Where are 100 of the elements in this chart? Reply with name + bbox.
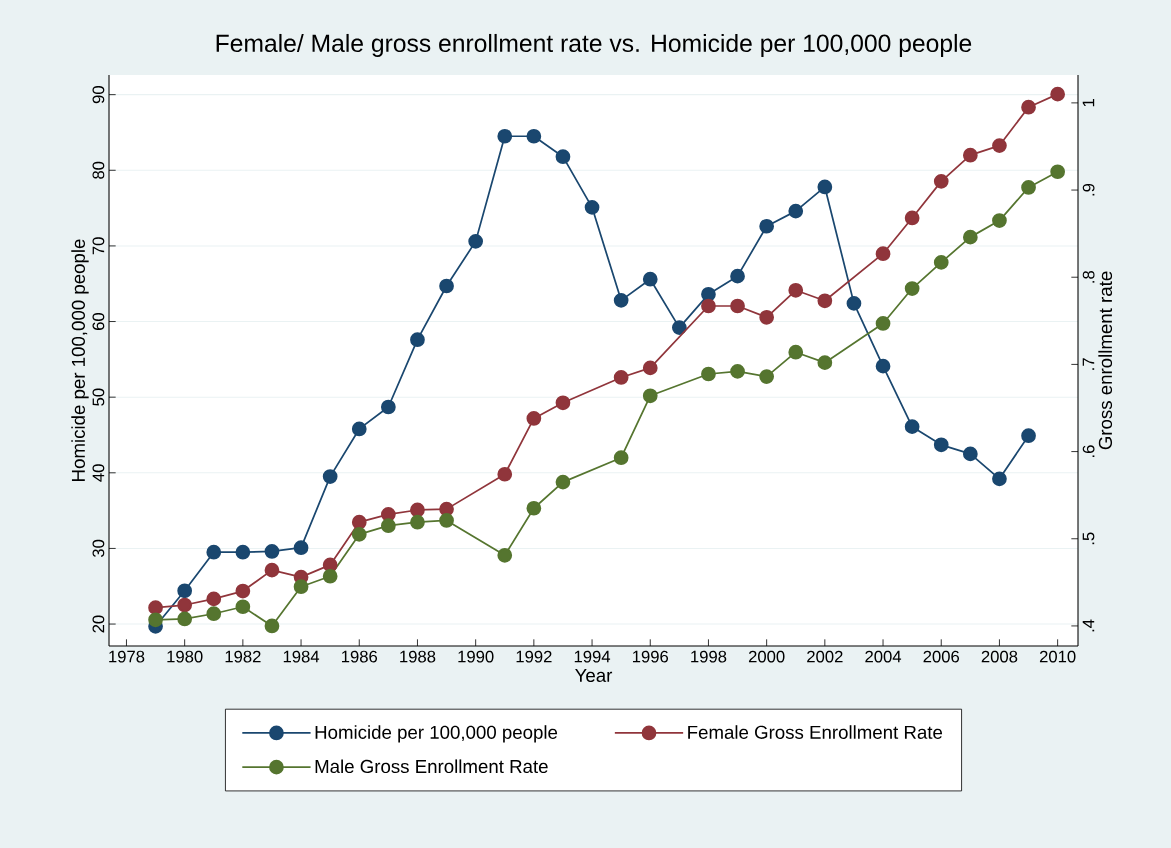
point bbox=[992, 213, 1007, 228]
y2-tick-label: .6 bbox=[1082, 445, 1095, 457]
x-tick-label: 1990 bbox=[458, 650, 494, 663]
point bbox=[701, 286, 716, 302]
point bbox=[875, 358, 891, 374]
point bbox=[410, 502, 425, 518]
point bbox=[904, 281, 920, 296]
point bbox=[555, 474, 571, 490]
point bbox=[759, 218, 775, 234]
point bbox=[962, 147, 978, 163]
point bbox=[933, 255, 949, 270]
point bbox=[235, 599, 251, 615]
point bbox=[933, 173, 949, 189]
point bbox=[497, 466, 513, 482]
point bbox=[177, 597, 193, 613]
point bbox=[1021, 99, 1036, 115]
x-tick-label: 1992 bbox=[516, 650, 552, 663]
x-tick-label: 1996 bbox=[632, 650, 669, 663]
point bbox=[351, 527, 367, 542]
point bbox=[788, 203, 804, 219]
point bbox=[671, 320, 687, 335]
point bbox=[1050, 86, 1066, 102]
x-tick-label: 2006 bbox=[923, 650, 960, 663]
y-tick-label: 40 bbox=[92, 464, 105, 482]
legend-label: Homicide per 100,000 people bbox=[315, 725, 558, 743]
point bbox=[439, 278, 454, 294]
point bbox=[817, 179, 833, 195]
x-tick-label: 1986 bbox=[342, 650, 378, 663]
point bbox=[322, 469, 338, 484]
point bbox=[788, 282, 804, 298]
point bbox=[1021, 180, 1036, 195]
point bbox=[730, 364, 745, 379]
point bbox=[730, 298, 745, 314]
point bbox=[788, 344, 804, 360]
point bbox=[235, 544, 251, 560]
point bbox=[730, 268, 745, 284]
point bbox=[526, 411, 542, 426]
point bbox=[962, 229, 978, 245]
point bbox=[526, 128, 542, 144]
chart-title: Female/ Male gross enrollment rate vs. Homicide per 100,000 people bbox=[216, 33, 972, 57]
point bbox=[701, 366, 716, 382]
point bbox=[410, 514, 425, 530]
point bbox=[380, 399, 396, 415]
y-tick-label: 60 bbox=[92, 312, 105, 330]
point bbox=[875, 246, 891, 262]
y-tick-label: 70 bbox=[92, 237, 105, 255]
point bbox=[497, 547, 513, 563]
y-tick-label: 50 bbox=[92, 388, 105, 406]
point bbox=[555, 149, 571, 165]
point bbox=[497, 128, 513, 144]
point bbox=[992, 471, 1007, 487]
point bbox=[351, 514, 367, 530]
x-tick-label: 1984 bbox=[283, 650, 320, 663]
point bbox=[642, 271, 658, 287]
point bbox=[613, 370, 629, 385]
point bbox=[206, 591, 222, 607]
point bbox=[1021, 428, 1036, 444]
y2-tick-label: .7 bbox=[1082, 358, 1095, 370]
x-tick-label: 2002 bbox=[807, 650, 843, 663]
point bbox=[264, 544, 280, 559]
point bbox=[992, 138, 1007, 153]
x-tick-label: 2008 bbox=[981, 650, 1018, 663]
point bbox=[526, 500, 542, 516]
point bbox=[235, 583, 251, 599]
point bbox=[846, 296, 862, 311]
y2-tick-label: .8 bbox=[1082, 270, 1095, 283]
point bbox=[875, 316, 891, 331]
point bbox=[817, 355, 833, 371]
point bbox=[380, 518, 396, 534]
legend-label: Male Gross Enrollment Rate bbox=[315, 759, 548, 774]
y-tick-label: 30 bbox=[92, 539, 105, 558]
point bbox=[904, 419, 920, 435]
y2-tick-label: .9 bbox=[1082, 183, 1095, 196]
legend-label: Female Gross Enrollment Rate bbox=[688, 725, 943, 739]
point bbox=[264, 562, 280, 578]
point bbox=[293, 540, 309, 556]
y-axis-title: Homicide per 100,000 people bbox=[71, 239, 89, 481]
point bbox=[177, 611, 193, 627]
x-axis-title: Year bbox=[575, 668, 613, 683]
x-tick-label: 1994 bbox=[574, 650, 611, 663]
point bbox=[584, 199, 600, 215]
x-tick-label: 1988 bbox=[400, 650, 436, 663]
point bbox=[642, 360, 658, 376]
point bbox=[613, 292, 629, 308]
y2-tick-label: .4 bbox=[1082, 619, 1095, 632]
y-tick-label: 20 bbox=[92, 615, 105, 633]
point bbox=[439, 513, 454, 528]
point bbox=[148, 612, 163, 628]
y2-tick-label: .5 bbox=[1082, 532, 1095, 545]
point bbox=[468, 234, 484, 249]
point bbox=[555, 395, 571, 411]
x-tick-label: 1998 bbox=[691, 650, 727, 663]
point bbox=[206, 544, 222, 560]
x-tick-label: 2010 bbox=[1039, 650, 1076, 663]
point bbox=[322, 568, 338, 584]
point bbox=[410, 332, 425, 348]
point bbox=[642, 388, 658, 404]
x-tick-label: 1982 bbox=[225, 650, 261, 663]
point bbox=[351, 421, 367, 437]
point bbox=[264, 618, 280, 634]
